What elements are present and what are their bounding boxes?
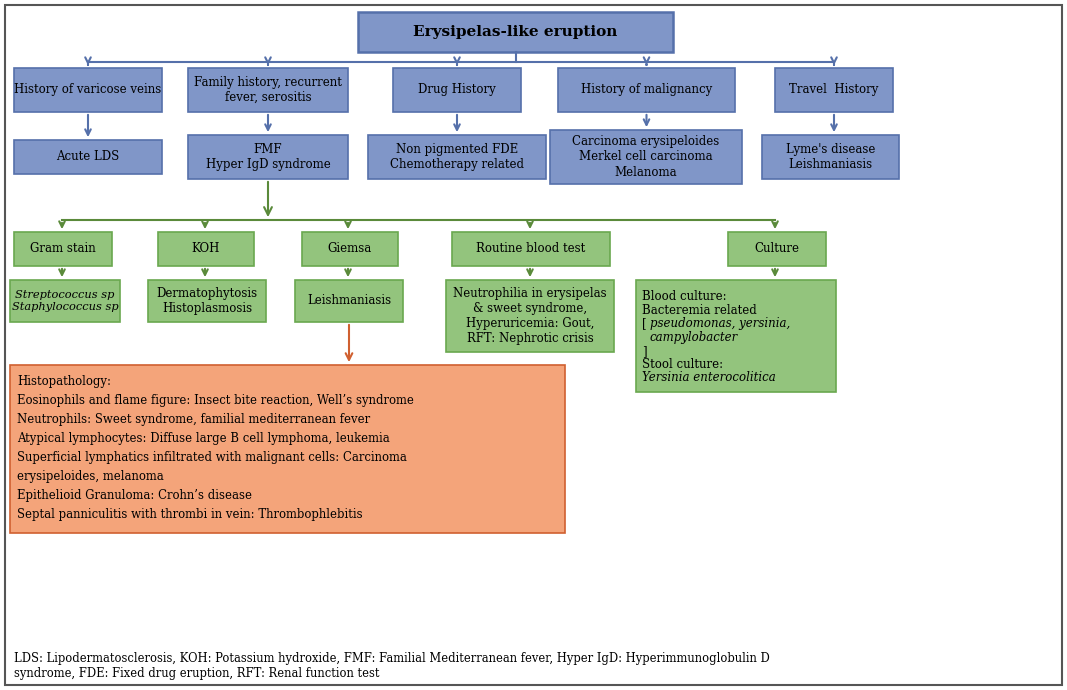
Text: erysipeloides, melanoma: erysipeloides, melanoma xyxy=(17,470,163,483)
FancyBboxPatch shape xyxy=(446,280,614,352)
FancyBboxPatch shape xyxy=(452,232,610,266)
Text: Erysipelas-like eruption: Erysipelas-like eruption xyxy=(413,25,618,39)
Text: campylobacter: campylobacter xyxy=(650,331,738,344)
Text: Bacteremia related: Bacteremia related xyxy=(642,304,757,317)
Text: Non pigmented FDE
Chemotherapy related: Non pigmented FDE Chemotherapy related xyxy=(391,143,524,171)
Text: History of varicose veins: History of varicose veins xyxy=(14,83,161,97)
FancyBboxPatch shape xyxy=(148,280,266,322)
Text: ]: ] xyxy=(642,345,647,358)
FancyBboxPatch shape xyxy=(558,68,735,112)
FancyBboxPatch shape xyxy=(359,12,673,52)
Text: [: [ xyxy=(642,317,647,330)
Text: Travel  History: Travel History xyxy=(790,83,879,97)
FancyBboxPatch shape xyxy=(158,232,254,266)
FancyBboxPatch shape xyxy=(294,280,403,322)
FancyBboxPatch shape xyxy=(775,68,893,112)
FancyBboxPatch shape xyxy=(636,280,837,392)
Text: Eosinophils and flame figure: Insect bite reaction, Well’s syndrome: Eosinophils and flame figure: Insect bit… xyxy=(17,394,414,407)
Text: Atypical lymphocytes: Diffuse large B cell lymphoma, leukemia: Atypical lymphocytes: Diffuse large B ce… xyxy=(17,432,389,445)
FancyBboxPatch shape xyxy=(368,135,546,179)
FancyBboxPatch shape xyxy=(188,135,348,179)
FancyBboxPatch shape xyxy=(550,130,742,184)
FancyBboxPatch shape xyxy=(5,5,1062,685)
FancyBboxPatch shape xyxy=(762,135,899,179)
Text: Giemsa: Giemsa xyxy=(328,242,372,255)
FancyBboxPatch shape xyxy=(393,68,521,112)
FancyBboxPatch shape xyxy=(10,280,120,322)
Text: pseudomonas, yersinia,: pseudomonas, yersinia, xyxy=(650,317,791,330)
Text: Histopathology:: Histopathology: xyxy=(17,375,111,388)
Text: Superficial lymphatics infiltrated with malignant cells: Carcinoma: Superficial lymphatics infiltrated with … xyxy=(17,451,407,464)
Text: Gram stain: Gram stain xyxy=(30,242,96,255)
Text: Stool culture:: Stool culture: xyxy=(642,358,723,371)
Text: Leishmaniasis: Leishmaniasis xyxy=(307,295,392,308)
Text: Culture: Culture xyxy=(754,242,799,255)
Text: History of malignancy: History of malignancy xyxy=(580,83,712,97)
FancyBboxPatch shape xyxy=(14,232,112,266)
Text: FMF
Hyper IgD syndrome: FMF Hyper IgD syndrome xyxy=(206,143,331,171)
Text: Epithelioid Granuloma: Crohn’s disease: Epithelioid Granuloma: Crohn’s disease xyxy=(17,489,252,502)
FancyBboxPatch shape xyxy=(10,365,566,533)
Text: Lyme's disease
Leishmaniasis: Lyme's disease Leishmaniasis xyxy=(785,143,875,171)
Text: Septal panniculitis with thrombi in vein: Thrombophlebitis: Septal panniculitis with thrombi in vein… xyxy=(17,508,363,521)
Text: Blood culture:: Blood culture: xyxy=(642,290,727,303)
FancyBboxPatch shape xyxy=(14,140,162,174)
Text: Dermatophytosis
Histoplasmosis: Dermatophytosis Histoplasmosis xyxy=(157,287,257,315)
Text: Drug History: Drug History xyxy=(418,83,496,97)
Text: LDS: Lipodermatosclerosis, KOH: Potassium hydroxide, FMF: Familial Mediterranean: LDS: Lipodermatosclerosis, KOH: Potassiu… xyxy=(14,652,769,680)
FancyBboxPatch shape xyxy=(302,232,398,266)
Text: Yersinia enterocolitica: Yersinia enterocolitica xyxy=(642,371,776,384)
Text: Neutrophilia in erysipelas
& sweet syndrome,
Hyperuricemia: Gout,
RFT: Nephrotic: Neutrophilia in erysipelas & sweet syndr… xyxy=(453,287,607,345)
FancyBboxPatch shape xyxy=(188,68,348,112)
FancyBboxPatch shape xyxy=(728,232,826,266)
Text: KOH: KOH xyxy=(192,242,220,255)
Text: Family history, recurrent
fever, serositis: Family history, recurrent fever, serosit… xyxy=(194,76,341,104)
Text: Neutrophils: Sweet syndrome, familial mediterranean fever: Neutrophils: Sweet syndrome, familial me… xyxy=(17,413,370,426)
Text: Carcinoma erysipeloides
Merkel cell carcinoma
Melanoma: Carcinoma erysipeloides Merkel cell carc… xyxy=(572,135,719,179)
FancyBboxPatch shape xyxy=(14,68,162,112)
Text: Routine blood test: Routine blood test xyxy=(476,242,586,255)
Text: Streptococcus sp
Staphylococcus sp: Streptococcus sp Staphylococcus sp xyxy=(12,290,118,312)
Text: Acute LDS: Acute LDS xyxy=(57,150,120,164)
